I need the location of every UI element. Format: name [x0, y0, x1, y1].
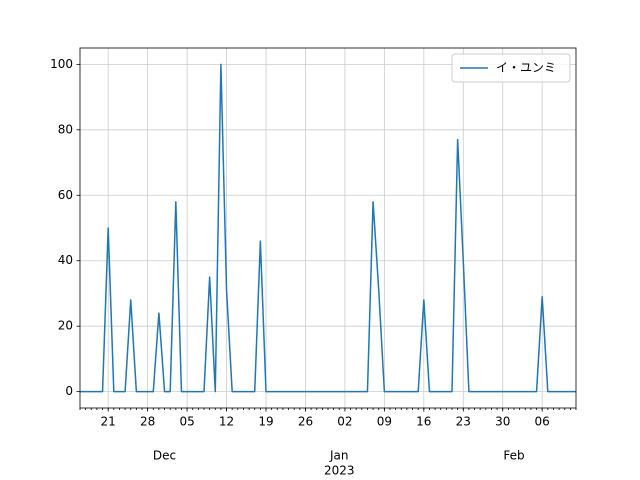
month-label: Feb — [503, 449, 524, 463]
legend-box — [451, 53, 571, 83]
x-tick-label: 19 — [258, 415, 273, 429]
y-tick-label: 100 — [50, 57, 73, 71]
x-tick-label: 23 — [456, 415, 471, 429]
x-tick-label: 06 — [535, 415, 550, 429]
y-tick-label: 80 — [58, 122, 73, 136]
y-tick-label: 60 — [58, 188, 73, 202]
month-label: Jan — [329, 449, 349, 463]
plot-frame — [79, 47, 577, 409]
year-label: 2023 — [324, 464, 355, 478]
x-tick-label: 30 — [495, 415, 510, 429]
month-label: Dec — [153, 449, 176, 463]
legend-label: イ・ユンミ — [496, 61, 556, 75]
x-tick-label: 05 — [179, 415, 194, 429]
x-tick-label: 09 — [377, 415, 392, 429]
x-tick-label: 26 — [298, 415, 313, 429]
x-tick-label: 02 — [337, 415, 352, 429]
y-tick-label: 0 — [65, 384, 73, 398]
y-tick-label: 20 — [58, 319, 73, 333]
y-tick-label: 40 — [58, 253, 73, 267]
x-tick-label: 28 — [140, 415, 155, 429]
x-tick-label: 12 — [219, 415, 234, 429]
x-tick-label: 21 — [101, 415, 116, 429]
x-tick-label: 16 — [416, 415, 431, 429]
data-line — [80, 63, 576, 393]
